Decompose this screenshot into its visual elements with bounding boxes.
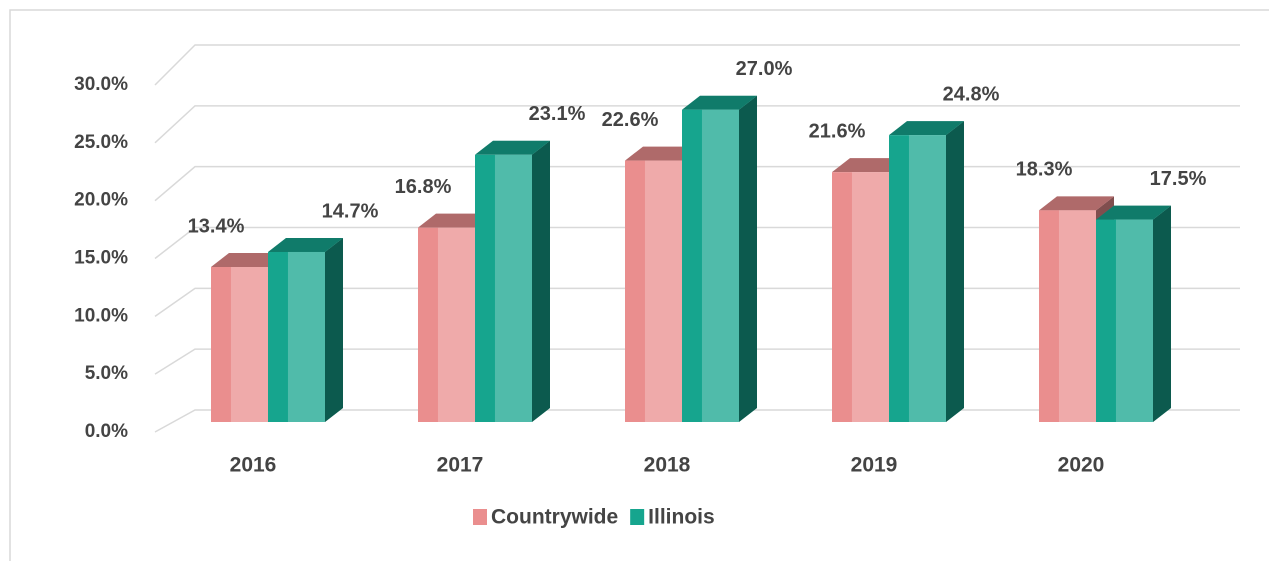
bar-front (832, 172, 889, 422)
bar-top-shade (682, 95, 757, 110)
bar-side-shade (946, 121, 964, 422)
data-label: 14.7% (322, 200, 379, 222)
legend-swatch (630, 509, 645, 525)
y-tick-label: 30.0% (74, 74, 128, 95)
bar-top (889, 121, 964, 136)
bar-front-light (701, 109, 739, 422)
bar-side-shade (532, 140, 550, 422)
bar-front (1096, 219, 1153, 422)
bar (889, 121, 964, 422)
bar-top-shade (832, 158, 907, 173)
grid-line (154, 44, 1240, 86)
data-label: 16.8% (395, 176, 452, 198)
bar-side-shade (325, 237, 343, 422)
legend-label: Illinois (648, 506, 715, 529)
y-tick-label: 5.0% (85, 363, 128, 384)
bar-front (889, 135, 946, 422)
bar-top (475, 140, 550, 155)
y-tick-label: 20.0% (74, 190, 128, 211)
bar-front-light (230, 267, 268, 422)
bar-front-light (851, 172, 889, 422)
x-tick-label: 2019 (851, 454, 898, 477)
bar-top-shade (889, 121, 964, 136)
bar-front (418, 227, 475, 422)
bar-top (1096, 205, 1171, 220)
bar-top-shade (475, 140, 550, 155)
bar (268, 237, 343, 422)
bar-side (532, 140, 550, 422)
bar-top-shade (1039, 196, 1114, 211)
bar-front-light (437, 227, 475, 422)
bar-top (1039, 196, 1114, 211)
legend-label: Countrywide (491, 506, 618, 529)
bar-side-shade (739, 95, 757, 422)
frame (9, 9, 1269, 561)
x-tick-label: 2017 (437, 454, 484, 477)
bar-front (625, 160, 682, 423)
bar-side (946, 121, 964, 422)
bar-front-light (1115, 219, 1153, 422)
data-label: 22.6% (602, 109, 659, 131)
data-label: 17.5% (1150, 168, 1207, 190)
y-tick-label: 25.0% (74, 132, 128, 153)
data-label: 24.8% (943, 83, 1000, 105)
bar-front (268, 251, 325, 422)
bar-top (832, 158, 907, 173)
bar-front (1039, 210, 1096, 422)
bar-top-shade (418, 213, 493, 228)
bar-top (211, 253, 286, 268)
grid-line (154, 105, 1240, 144)
x-tick-label: 2018 (644, 454, 691, 477)
bar-front-light (908, 135, 946, 422)
data-label: 18.3% (1016, 159, 1073, 181)
bar-side-shade (1153, 205, 1171, 422)
bar-front (475, 154, 532, 422)
bar-side (1153, 205, 1171, 422)
bar (475, 140, 550, 422)
bar-top (418, 213, 493, 228)
data-label: 23.1% (529, 103, 586, 125)
bar-side (325, 237, 343, 422)
bar-top-shade (211, 253, 286, 268)
data-label: 27.0% (736, 58, 793, 80)
bar-top (625, 146, 700, 161)
bar-front-light (287, 251, 325, 422)
data-label: 13.4% (188, 215, 245, 237)
bar-top (268, 237, 343, 252)
bar-front-light (494, 154, 532, 422)
bar-front (211, 267, 268, 422)
y-tick-label: 10.0% (74, 305, 128, 326)
y-tick-label: 15.0% (74, 248, 128, 269)
bar-top (682, 95, 757, 110)
y-tick-label: 0.0% (85, 421, 128, 442)
bar-top-shade (625, 146, 700, 161)
bar-front-light (644, 160, 682, 423)
bar-front-light (1058, 210, 1096, 422)
bar-front (682, 109, 739, 422)
bar-top-shade (268, 237, 343, 252)
bar-side (739, 95, 757, 422)
bar (1096, 205, 1171, 422)
data-label: 21.6% (809, 120, 866, 142)
legend-swatch (473, 509, 487, 525)
bar (682, 95, 757, 422)
x-tick-label: 2016 (230, 454, 277, 477)
bar-top-shade (1096, 205, 1171, 220)
x-tick-label: 2020 (1058, 454, 1105, 477)
